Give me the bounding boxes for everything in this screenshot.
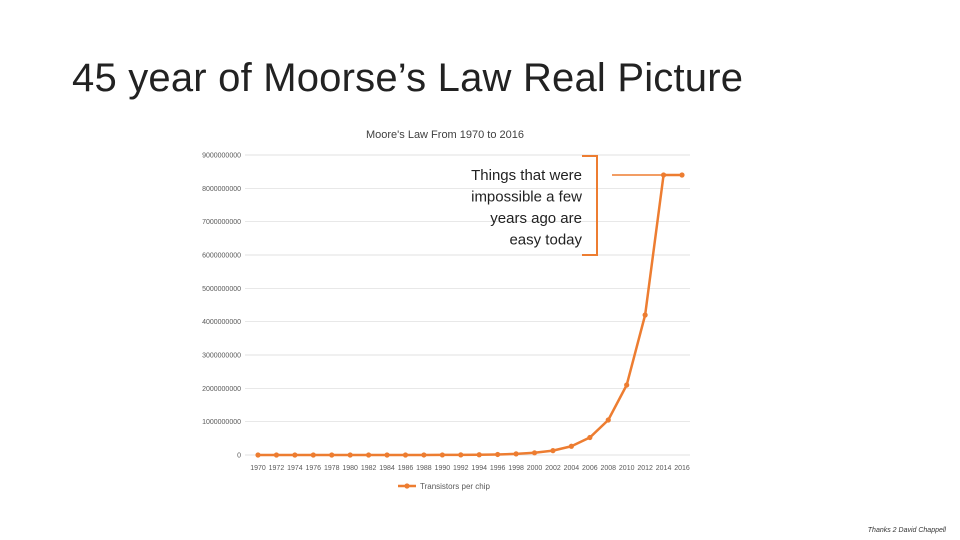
data-point bbox=[402, 452, 409, 458]
x-tick-label: 1970 bbox=[250, 465, 266, 472]
x-tick-label: 1978 bbox=[324, 465, 340, 472]
x-tick-label: 1996 bbox=[490, 465, 506, 472]
data-point bbox=[495, 451, 501, 458]
x-tick-label: 2014 bbox=[656, 465, 672, 472]
x-tick-label: 2002 bbox=[545, 465, 561, 472]
data-point bbox=[439, 452, 445, 458]
y-tick-label: 2000000000 bbox=[202, 386, 241, 393]
data-point bbox=[384, 452, 390, 458]
annotation-line: years ago are bbox=[490, 210, 582, 227]
data-point bbox=[531, 450, 538, 456]
x-tick-label: 2006 bbox=[582, 465, 598, 472]
x-tick-label: 1974 bbox=[287, 465, 303, 472]
series-line bbox=[257, 173, 682, 457]
data-point bbox=[347, 452, 353, 458]
x-tick-label: 1988 bbox=[416, 465, 432, 472]
y-tick-label: 5000000000 bbox=[202, 286, 241, 293]
data-point bbox=[550, 448, 556, 454]
x-tick-label: 1990 bbox=[435, 465, 451, 472]
x-tick-label: 1998 bbox=[508, 465, 524, 472]
x-tick-label: 1984 bbox=[379, 465, 395, 472]
x-tick-label: 2010 bbox=[619, 465, 635, 472]
annotation-line: impossible a few bbox=[471, 189, 582, 206]
annotation: Things that were impossible a few years ag… bbox=[471, 155, 679, 256]
legend: Transistors per chip bbox=[398, 482, 491, 491]
x-axis-ticks: 1970 1972 1974 1976 1978 1980 1982 1984 1986 1988… bbox=[250, 465, 690, 472]
x-tick-label: 2004 bbox=[564, 465, 580, 472]
x-tick-label: 1994 bbox=[471, 465, 487, 472]
data-point bbox=[513, 451, 519, 457]
data-point bbox=[273, 452, 280, 458]
data-point bbox=[292, 452, 298, 458]
y-tick-label: 1000000000 bbox=[202, 419, 241, 426]
data-point bbox=[679, 172, 685, 178]
data-point bbox=[605, 417, 611, 423]
x-tick-label: 2012 bbox=[637, 465, 653, 472]
y-tick-label: 0 bbox=[237, 453, 241, 460]
data-point bbox=[366, 452, 372, 458]
annotation-bracket bbox=[582, 155, 598, 256]
data-point bbox=[329, 452, 335, 458]
data-point bbox=[421, 452, 427, 458]
x-tick-label: 1986 bbox=[398, 465, 414, 472]
x-tick-label: 1982 bbox=[361, 465, 377, 472]
data-point bbox=[624, 382, 630, 388]
annotation-line: easy today bbox=[509, 232, 582, 249]
footer-credit: Thanks 2 David Chappell bbox=[867, 527, 946, 534]
legend-label: Transistors per chip bbox=[420, 482, 491, 491]
y-tick-label: 4000000000 bbox=[202, 319, 241, 326]
x-tick-label: 1992 bbox=[453, 465, 469, 472]
series-transistors bbox=[255, 172, 685, 458]
x-tick-label: 1976 bbox=[306, 465, 322, 472]
x-tick-label: 2000 bbox=[527, 465, 543, 472]
annotation-line: Things that were bbox=[471, 167, 582, 184]
data-point bbox=[642, 312, 648, 318]
x-tick-label: 1980 bbox=[342, 465, 358, 472]
y-tick-label: 8000000000 bbox=[202, 186, 241, 193]
data-point bbox=[310, 452, 316, 458]
gridlines bbox=[245, 154, 690, 456]
y-tick-label: 3000000000 bbox=[202, 353, 241, 360]
x-tick-label: 1972 bbox=[269, 465, 285, 472]
y-tick-label: 9000000000 bbox=[202, 153, 241, 160]
data-point bbox=[568, 443, 574, 449]
legend-swatch-marker bbox=[404, 483, 410, 489]
y-tick-label: 7000000000 bbox=[202, 219, 241, 226]
data-point bbox=[476, 452, 482, 458]
slide-title: 45 year of Moorse’s Law Real Picture bbox=[72, 56, 744, 100]
x-tick-label: 2016 bbox=[674, 465, 690, 472]
data-point bbox=[587, 434, 593, 441]
x-tick-label: 2008 bbox=[600, 465, 616, 472]
data-point bbox=[458, 452, 464, 458]
chart-title: Moore's Law From 1970 to 2016 bbox=[366, 129, 524, 141]
y-axis-ticks: 0 1000000000 2000000000 3000000000 400000000… bbox=[202, 153, 241, 460]
data-point bbox=[255, 452, 261, 458]
y-tick-label: 6000000000 bbox=[202, 253, 241, 260]
